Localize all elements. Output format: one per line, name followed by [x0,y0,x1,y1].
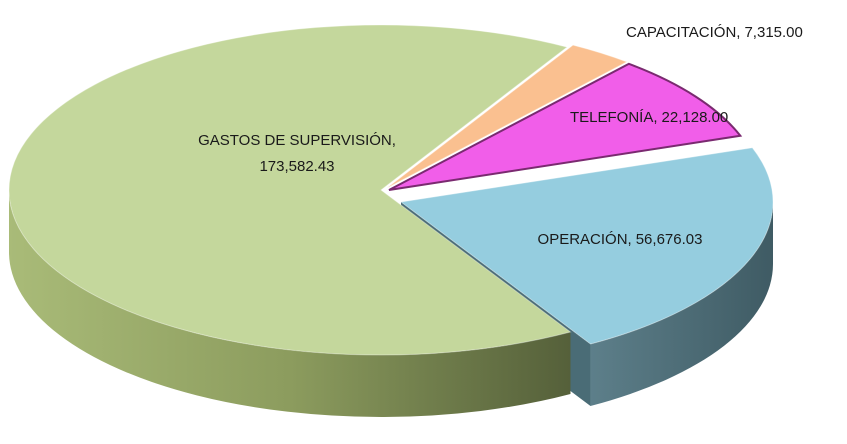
slice [8,24,572,356]
slice-side [590,202,773,406]
data-label: CAPACITACIÓN, 7,315.00 [626,24,803,41]
pie-tops [8,24,774,356]
data-label: OPERACIÓN, 56,676.03 [538,231,703,248]
data-label: GASTOS DE SUPERVISIÓN, 173,582.43 [198,132,396,175]
slice [399,147,774,345]
label-separator: , [736,24,740,41]
label-separator: , [653,109,657,126]
label-value: 173,582.43 [259,158,334,175]
label-value: 7,315.00 [744,24,802,41]
label-category: OPERACIÓN [538,231,628,248]
label-category: TELEFONÍA [570,109,653,126]
slice [388,62,743,191]
label-separator: , [392,132,396,149]
label-separator: , [628,231,632,248]
label-category: GASTOS DE SUPERVISIÓN [198,132,392,149]
slice-side [9,190,571,417]
slice [386,44,629,189]
label-value: 22,128.00 [662,109,729,126]
data-label: TELEFONÍA, 22,128.00 [570,109,728,126]
label-category: CAPACITACIÓN [626,24,736,41]
label-value: 56,676.03 [636,231,703,248]
